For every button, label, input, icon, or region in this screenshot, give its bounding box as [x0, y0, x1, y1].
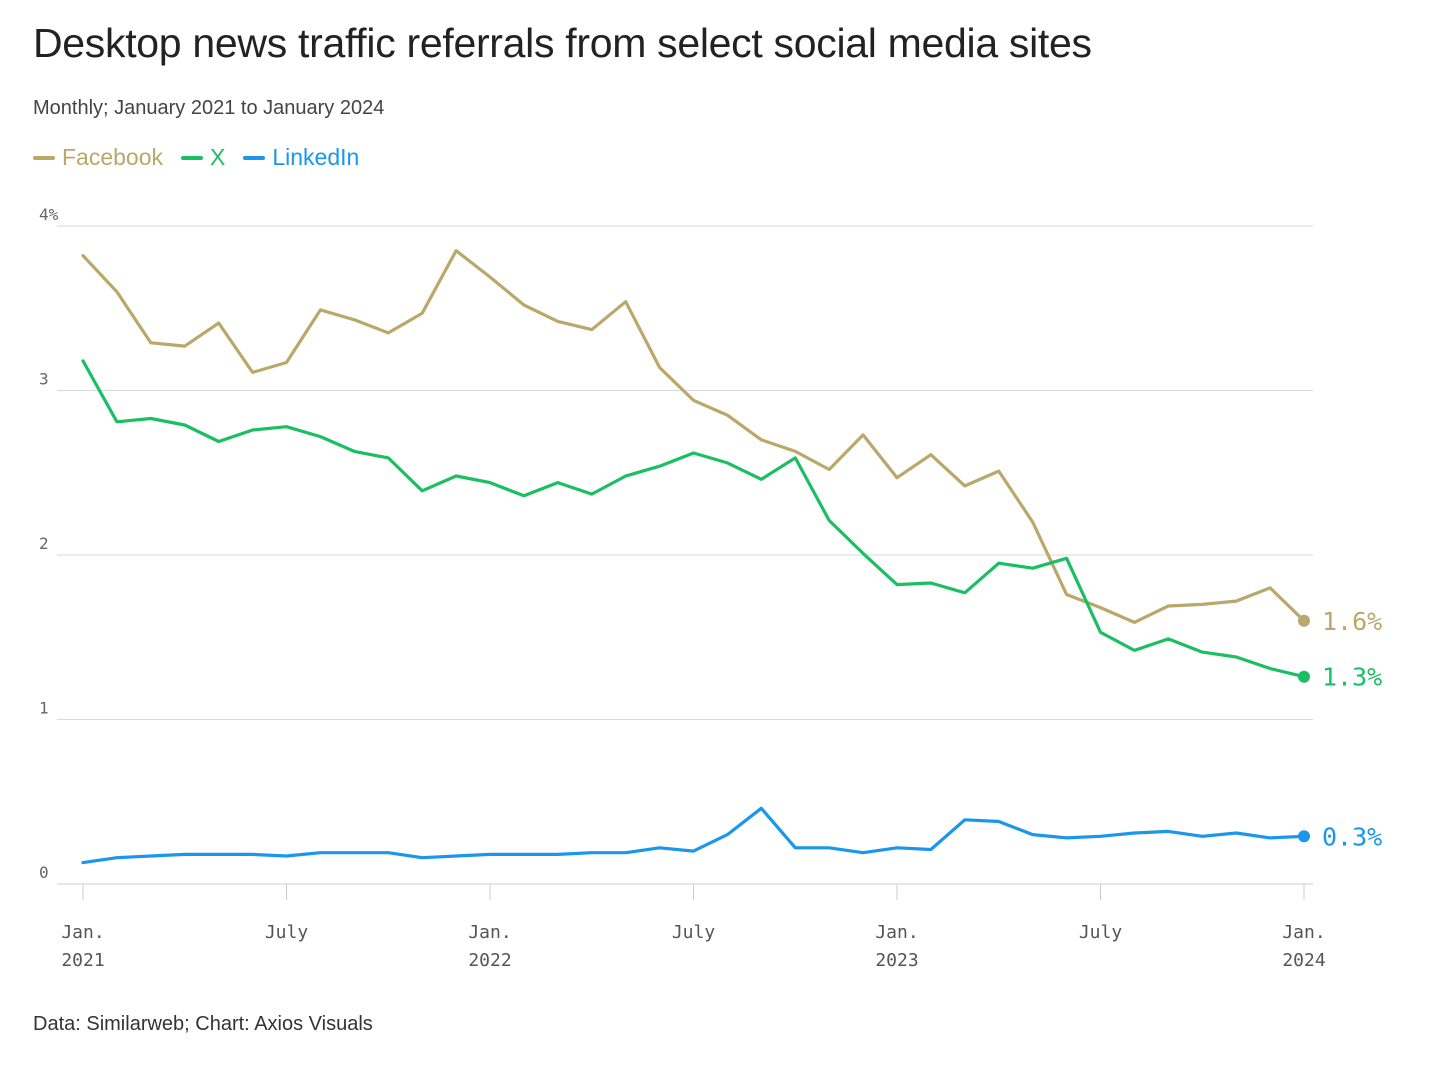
end-label-linkedin: 0.3% — [1322, 822, 1382, 851]
x-tick-label: Jan. — [468, 922, 511, 943]
y-tick-label: 0 — [39, 863, 49, 882]
legend-label-x: X — [210, 144, 226, 170]
legend-swatch-x — [181, 155, 204, 160]
line-chart: 0 1 2 3 4% Jan. 2021 July Jan. 2022 July Jan. 2023 Ju… — [39, 205, 1382, 971]
x-tick-label: Jan. — [61, 922, 104, 943]
x-tick-year-label: 2022 — [468, 950, 511, 971]
x-tick-label: July — [1079, 922, 1123, 943]
legend-item-x: X — [181, 144, 225, 171]
x-tick-year-label: 2024 — [1282, 950, 1325, 971]
x-tick-year-label: 2023 — [875, 950, 918, 971]
legend-label-linkedin: LinkedIn — [272, 144, 360, 170]
legend-item-linkedin: LinkedIn — [243, 144, 359, 171]
y-tick-label: 2 — [39, 534, 49, 553]
end-label-facebook: 1.6% — [1322, 607, 1382, 636]
end-label-x: 1.3% — [1322, 663, 1382, 692]
x-tick-label: Jan. — [1282, 922, 1325, 943]
series-line-x — [81, 359, 1306, 679]
legend-label-facebook: Facebook — [62, 144, 164, 170]
chart-subtitle: Monthly; January 2021 to January 2024 — [33, 97, 385, 119]
legend-item-facebook: Facebook — [33, 144, 163, 171]
legend-swatch-linkedin — [243, 155, 266, 160]
series-line-facebook — [81, 249, 1306, 625]
end-point-x — [1298, 670, 1310, 683]
x-tick-label: July — [672, 922, 716, 943]
x-tick-label: July — [265, 922, 309, 943]
chart-title: Desktop news traffic referrals from sele… — [33, 20, 1092, 66]
chart-legend: Facebook X LinkedIn — [33, 144, 359, 171]
x-tick-label: Jan. — [875, 922, 918, 943]
legend-swatch-facebook — [33, 155, 55, 160]
y-tick-label: 3 — [39, 370, 49, 389]
y-tick-label: 1 — [39, 699, 49, 718]
chart-source: Data: Similarweb; Chart: Axios Visuals — [33, 1013, 373, 1035]
series-line-linkedin — [81, 806, 1306, 865]
y-tick-label: 4% — [39, 205, 59, 224]
end-point-linkedin — [1298, 830, 1310, 843]
x-tick-year-label: 2021 — [61, 950, 104, 971]
end-point-facebook — [1298, 614, 1310, 627]
